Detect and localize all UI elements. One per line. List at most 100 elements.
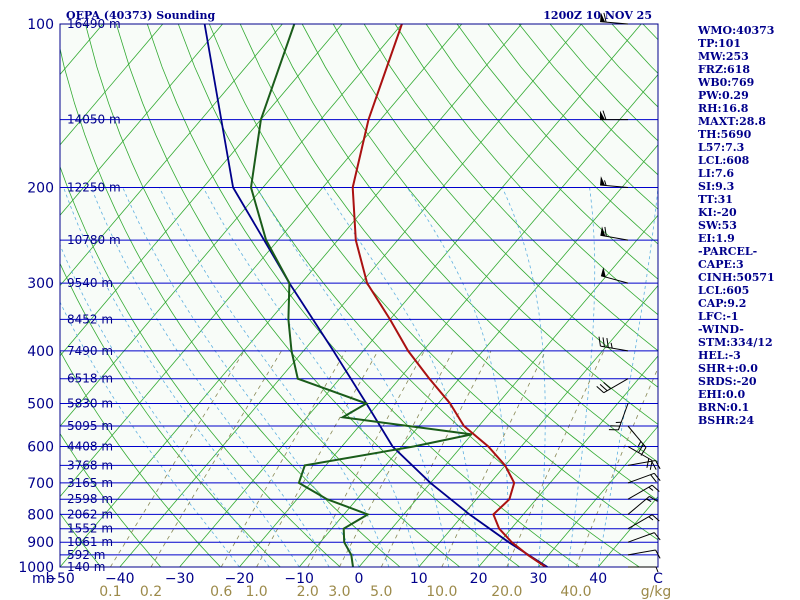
profile-lines [203, 24, 548, 567]
height-label: 16490 m [67, 17, 121, 31]
pressure-tick-label: 900 [27, 535, 54, 551]
isotherm-line [478, 355, 658, 567]
index-line: CINH:50571 [698, 271, 775, 284]
temperature-axis: mb−50 −40 −30 −20 −10 0 10 20 30 40 C [32, 571, 663, 587]
height-label: 1061 m [67, 535, 113, 549]
isotherm-line [239, 73, 658, 567]
wind-barb-flag [606, 338, 609, 348]
wind-barb [627, 484, 660, 500]
wind-barb-flag [651, 514, 660, 522]
index-line: BSHR:24 [698, 414, 755, 427]
wind-barb-half-flag [648, 486, 654, 491]
wind-barb-pennant [600, 226, 606, 237]
wind-barb-flag [640, 447, 647, 456]
wind-barb-staff [627, 446, 653, 461]
wind-barb [600, 110, 628, 121]
isotherm-line [298, 144, 658, 567]
wind-barb-flag [649, 460, 653, 470]
index-line: KI:-20 [698, 206, 737, 219]
mixing-ratio-label: 10.0 [426, 584, 457, 600]
index-line: WMO:40373 [698, 24, 775, 37]
parcel-path [203, 24, 548, 567]
pressure-tick-label: 800 [27, 507, 54, 523]
wind-barb-flag [651, 484, 660, 492]
mixing-ratio-label: 20.0 [491, 584, 522, 600]
height-label: 8452 m [67, 312, 113, 326]
chart-datetime: 1200Z 10 NOV 25 [543, 9, 652, 22]
temperature-tick-label: −10 [284, 571, 314, 587]
index-line: TT:31 [698, 193, 733, 206]
temperature-unit-label: C [653, 571, 663, 587]
isotherm-line [358, 214, 658, 567]
height-label: 1552 m [67, 522, 113, 536]
wind-barb [600, 267, 629, 284]
index-line: MW:253 [698, 50, 749, 63]
wind-barb-staff [600, 21, 629, 25]
plot-frame [59, 23, 659, 568]
wind-barb-flag [596, 386, 605, 394]
wind-barbs [596, 12, 661, 573]
wind-barb [600, 176, 629, 188]
wind-barb-half-flag [655, 566, 659, 573]
temperature-tick-label: 30 [529, 571, 547, 587]
index-line: EI:1.9 [698, 232, 735, 245]
wind-barb-staff [627, 532, 655, 543]
temperature-tick-label: 0 [355, 571, 364, 587]
pressure-tick-label: 700 [27, 476, 54, 492]
index-line: HEL:-3 [698, 349, 741, 362]
height-label: 5095 m [67, 419, 113, 433]
wind-barb-flag [650, 474, 657, 483]
pressure-tick-label: 600 [27, 440, 54, 456]
index-line: L57:7.3 [698, 141, 745, 154]
wind-barb [596, 378, 629, 394]
wind-barb [627, 446, 653, 470]
index-line: MAXT:28.8 [698, 115, 766, 128]
index-line: SI:9.3 [698, 180, 735, 193]
height-labels: 16490 m 14050 m 12250 m 10780 m 9540 m 8452 m… [67, 17, 121, 574]
wind-barb-flag [604, 226, 607, 237]
height-label: 7490 m [67, 344, 113, 358]
height-label: 592 m [67, 548, 105, 562]
wind-barb-flag [649, 495, 658, 502]
wind-barb-flag [653, 532, 661, 541]
wind-barb-staff [627, 549, 656, 556]
mixing-ratio-label: 40.0 [560, 584, 591, 600]
wind-barb-staff [627, 460, 656, 466]
pressure-unit-label: mb [32, 571, 55, 587]
index-line: LCL:608 [698, 154, 750, 167]
wind-barb [627, 549, 661, 559]
index-line: STM:334/12 [698, 336, 773, 349]
mixing-ratio-label: 3.0 [328, 584, 350, 600]
wind-barb-staff [627, 425, 647, 448]
pressure-tick-label: 100 [27, 17, 54, 33]
pressure-tick-label: 1000 [18, 560, 54, 576]
index-line: RH:16.8 [698, 102, 749, 115]
height-label: 5830 m [67, 397, 113, 411]
isotherm-line [60, 24, 164, 146]
mixing-ratio-axis: 0.1 0.2 0.6 1.0 2.0 3.0 5.0 10.0 20.0 40.0 g/kg [99, 584, 671, 600]
wind-barb-staff [603, 378, 629, 394]
wind-barb-flag [598, 336, 601, 347]
index-line: LFC:-1 [698, 310, 739, 323]
mixing-ratio-label: 1.0 [245, 584, 267, 600]
moist-adiabat-line [159, 187, 390, 567]
isotherm-line [60, 24, 463, 498]
mixing-ratio-label: 0.1 [99, 584, 121, 600]
wind-barb-half-flag [648, 516, 654, 521]
wind-barb-flag [655, 549, 661, 559]
wind-barb [600, 226, 629, 241]
wind-barb [598, 336, 629, 352]
wind-barb-staff [627, 472, 655, 484]
wind-barb-pennant [600, 176, 606, 186]
temperature-profile [351, 24, 547, 567]
wind-barb-staff [600, 345, 629, 352]
mixing-ratio-label: 0.2 [140, 584, 162, 600]
height-label: 3165 m [67, 476, 113, 490]
wind-barb-flag [655, 460, 661, 470]
wind-barb [628, 566, 659, 573]
wind-barb-flag [638, 444, 644, 453]
mixing-ratio-label: 0.6 [210, 584, 232, 600]
isotherm-line [60, 24, 283, 287]
temperature-tick-label: −40 [105, 571, 135, 587]
